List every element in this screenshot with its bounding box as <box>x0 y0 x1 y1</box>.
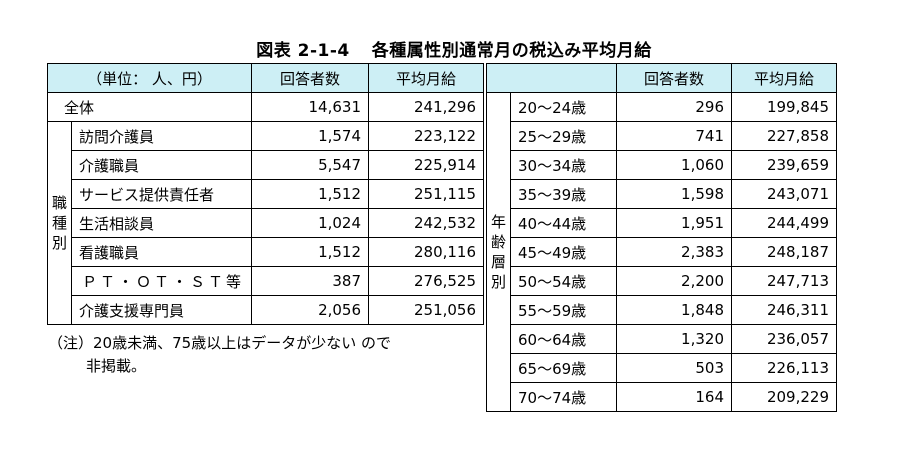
row-count: 387 <box>251 266 370 296</box>
footnote: （注）20歳未満、75歳以上はデータが少ない ので 非掲載。 <box>48 332 391 378</box>
table-row: 70～74歳 164 209,229 <box>487 382 837 412</box>
table-row: 45～49歳 2,383 248,187 <box>487 237 837 267</box>
table-row: 介護職員 5,547 225,914 <box>48 150 485 180</box>
row-count: 1,598 <box>616 179 732 209</box>
row-label: 介護職員 <box>70 150 253 180</box>
row-count: 164 <box>616 382 732 412</box>
row-label: 55～59歳 <box>510 295 617 325</box>
row-avg: 209,229 <box>731 382 837 412</box>
header-row: （単位： 人、円） 回答者数 平均月給 <box>46 63 485 93</box>
row-label: 70～74歳 <box>510 382 617 412</box>
row-label: 看護職員 <box>70 237 253 267</box>
row-count: 2,200 <box>616 266 732 296</box>
table-row: 25～29歳 741 227,858 <box>487 121 837 151</box>
avg-salary-header: 平均月給 <box>731 63 837 93</box>
row-avg: 227,858 <box>731 121 837 151</box>
row-count: 2,056 <box>251 295 370 325</box>
occupation-table: （単位： 人、円） 回答者数 平均月給 全体 14,631 241,296 職 … <box>46 63 485 325</box>
row-count: 1,848 <box>616 295 732 325</box>
avg-salary-header: 平均月給 <box>368 63 485 93</box>
table-row: 60～64歳 1,320 236,057 <box>487 324 837 354</box>
row-label: 65～69歳 <box>510 353 617 383</box>
footnote-prefix: （注） <box>48 334 94 352</box>
row-label: 介護支援専門員 <box>70 295 253 325</box>
age-group-table: 回答者数 平均月給 年 齢 層 別 20～24歳 296 199,845 25～… <box>486 63 837 412</box>
row-count: 741 <box>616 121 732 151</box>
figure-title: 図表 2-1-4 各種属性別通常月の税込み平均月給 <box>0 36 908 61</box>
row-label: 訪問介護員 <box>70 121 253 151</box>
row-avg: 251,056 <box>368 295 485 325</box>
row-avg: 244,499 <box>731 208 837 238</box>
row-count: 1,512 <box>251 179 370 209</box>
row-label: 45～49歳 <box>510 237 617 267</box>
row-avg: 239,659 <box>731 150 837 180</box>
table-row: 年 齢 層 別 20～24歳 296 199,845 <box>486 92 837 412</box>
unit-header: （単位： 人、円） <box>46 63 253 93</box>
count-header: 回答者数 <box>616 63 732 93</box>
table-row: サービス提供責任者 1,512 251,115 <box>48 179 485 209</box>
table-row: 50～54歳 2,200 247,713 <box>487 266 837 296</box>
row-label: ＰＴ・ＯＴ・ＳＴ等 <box>70 266 253 296</box>
row-label: 25～29歳 <box>510 121 617 151</box>
row-avg: 236,057 <box>731 324 837 354</box>
row-avg: 280,116 <box>368 237 485 267</box>
row-avg: 251,115 <box>368 179 485 209</box>
count-header: 回答者数 <box>251 63 370 93</box>
row-avg: 242,532 <box>368 208 485 238</box>
age-group-label: 年 齢 層 別 <box>486 92 511 412</box>
table-row: 職 種 別 訪問介護員 1,574 223,122 <box>47 121 485 325</box>
occupation-group-label: 職 種 別 <box>47 121 72 325</box>
row-count: 1,512 <box>251 237 370 267</box>
row-avg: 199,845 <box>731 92 837 122</box>
row-count: 296 <box>616 92 732 122</box>
table-row: ＰＴ・ＯＴ・ＳＴ等 387 276,525 <box>48 266 485 296</box>
row-avg: 223,122 <box>368 121 485 151</box>
total-row: 全体 14,631 241,296 <box>46 92 485 122</box>
row-label: 30～34歳 <box>510 150 617 180</box>
row-count: 503 <box>616 353 732 383</box>
footnote-line1: 20歳未満、75歳以上はデータが少ない ので <box>93 334 391 352</box>
row-label: サービス提供責任者 <box>70 179 253 209</box>
row-label: 60～64歳 <box>510 324 617 354</box>
row-label: 50～54歳 <box>510 266 617 296</box>
blank-header <box>486 63 617 93</box>
row-avg: 248,187 <box>731 237 837 267</box>
row-count: 1,024 <box>251 208 370 238</box>
table-row: 介護支援専門員 2,056 251,056 <box>48 295 485 325</box>
table-row: 40～44歳 1,951 244,499 <box>487 208 837 238</box>
table-row: 生活相談員 1,024 242,532 <box>48 208 485 238</box>
table-row: 55～59歳 1,848 246,311 <box>487 295 837 325</box>
table-row: 35～39歳 1,598 243,071 <box>487 179 837 209</box>
row-avg: 243,071 <box>731 179 837 209</box>
figure-number: 図表 2-1-4 <box>256 41 350 61</box>
table-row: 看護職員 1,512 280,116 <box>48 237 485 267</box>
row-count: 1,951 <box>616 208 732 238</box>
row-label: 20～24歳 <box>510 92 617 122</box>
footnote-line2: 非掲載。 <box>86 357 147 375</box>
row-avg: 276,525 <box>368 266 485 296</box>
row-avg: 226,113 <box>731 353 837 383</box>
row-avg: 247,713 <box>731 266 837 296</box>
row-label: 40～44歳 <box>510 208 617 238</box>
total-label: 全体 <box>46 92 253 122</box>
row-count: 1,060 <box>616 150 732 180</box>
figure-caption: 各種属性別通常月の税込み平均月給 <box>371 41 652 61</box>
total-avg: 241,296 <box>368 92 485 122</box>
row-label: 35～39歳 <box>510 179 617 209</box>
row-avg: 246,311 <box>731 295 837 325</box>
table-row: 65～69歳 503 226,113 <box>487 353 837 383</box>
header-row: 回答者数 平均月給 <box>486 63 837 93</box>
total-count: 14,631 <box>251 92 370 122</box>
row-count: 2,383 <box>616 237 732 267</box>
table-row: 30～34歳 1,060 239,659 <box>487 150 837 180</box>
row-avg: 225,914 <box>368 150 485 180</box>
row-count: 1,320 <box>616 324 732 354</box>
row-count: 5,547 <box>251 150 370 180</box>
row-label: 生活相談員 <box>70 208 253 238</box>
row-count: 1,574 <box>251 121 370 151</box>
